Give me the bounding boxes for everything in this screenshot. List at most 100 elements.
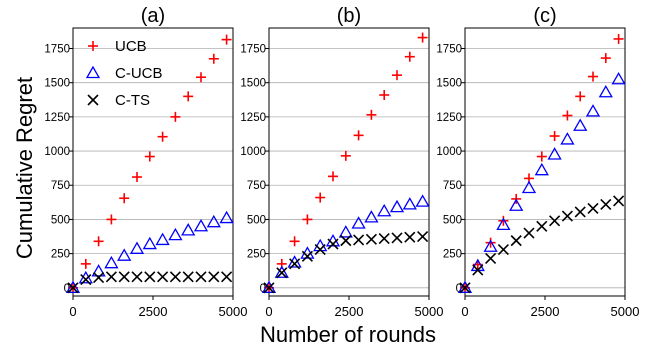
legend-label: UCB <box>115 38 147 55</box>
point-c-ts <box>497 243 509 256</box>
y-tick-label: 750 <box>51 180 70 192</box>
y-tick-label: 0 <box>260 283 266 295</box>
point-ucb <box>80 258 91 269</box>
y-tick-label: 250 <box>247 249 266 261</box>
y-tick-label: 1250 <box>44 112 70 124</box>
point-c-ucb <box>415 194 430 207</box>
panel-title: (a) <box>141 5 165 27</box>
y-tick-label: 1500 <box>44 78 70 90</box>
point-c-ts <box>80 274 92 286</box>
point-c-ucb <box>585 104 601 117</box>
point-c-ts <box>195 271 207 283</box>
point-c-ucb <box>274 265 289 278</box>
point-ucb <box>417 32 428 43</box>
point-c-ts <box>131 271 143 283</box>
figure-y-axis-label: Cumulative Regret <box>12 77 37 259</box>
x-tick-label: 5000 <box>415 304 444 319</box>
point-ucb <box>119 193 130 204</box>
point-ucb <box>93 236 104 247</box>
point-c-ucb <box>193 218 209 232</box>
x-tick-label: 2500 <box>139 304 168 319</box>
point-c-ts <box>510 235 522 247</box>
point-c-ts <box>587 202 599 215</box>
point-ucb <box>132 172 142 183</box>
point-ucb <box>404 51 415 62</box>
y-tick-label: 0 <box>456 283 462 295</box>
point-c-ts <box>327 238 339 250</box>
point-c-ucb <box>509 198 524 211</box>
point-c-ts <box>574 206 586 218</box>
point-ucb <box>498 215 509 226</box>
point-c-ts <box>523 227 535 239</box>
y-tick-label: 750 <box>247 180 266 192</box>
point-c-ucb <box>389 199 405 213</box>
point-ucb <box>392 70 402 81</box>
y-tick-label: 250 <box>51 249 70 261</box>
series-c-ts <box>263 230 429 294</box>
series-c-ts <box>459 195 625 294</box>
point-ucb <box>315 192 326 203</box>
point-c-ts <box>169 271 181 283</box>
point-c-ucb <box>547 147 562 160</box>
point-c-ts <box>417 230 429 243</box>
point-c-ucb <box>65 280 81 293</box>
point-c-ucb <box>129 241 145 254</box>
point-c-ucb <box>598 84 613 98</box>
point-c-ts <box>404 231 416 243</box>
legend: UCB C-UCB C-TS <box>85 38 163 109</box>
point-c-ts <box>549 215 561 227</box>
y-tick-label: 1250 <box>436 112 462 124</box>
point-ucb <box>328 171 338 182</box>
point-c-ts <box>289 258 301 270</box>
point-c-ucb <box>483 239 498 252</box>
point-c-ts <box>301 250 313 262</box>
y-tick-label: 1750 <box>44 44 70 56</box>
point-c-ts <box>263 282 275 294</box>
point-c-ts <box>378 233 390 245</box>
point-c-ucb <box>155 232 170 246</box>
point-c-ucb <box>560 132 575 145</box>
point-ucb <box>208 53 219 64</box>
y-tick-label: 1250 <box>240 112 266 124</box>
point-ucb <box>613 33 624 44</box>
panel-2: (b) 0 250 500 750 1000 1250 1500 1750 0 2500 5000 <box>240 5 443 319</box>
point-c-ucb <box>78 270 93 284</box>
point-ucb <box>221 34 232 45</box>
panel-title: (b) <box>337 5 361 27</box>
series-c-ucb <box>65 210 234 293</box>
y-tick-label: 1000 <box>240 146 266 158</box>
point-c-ts <box>472 264 484 276</box>
point-c-ucb <box>142 236 157 250</box>
point-c-ts <box>276 267 288 279</box>
point-c-ucb <box>496 217 511 231</box>
point-ucb <box>170 111 181 122</box>
y-tick-label: 250 <box>443 249 462 261</box>
legend-marker <box>88 41 98 51</box>
point-c-ts <box>536 220 548 232</box>
legend-label: C-UCB <box>115 65 163 82</box>
point-ucb <box>196 72 206 83</box>
figure-x-axis-label: Number of rounds <box>260 322 436 347</box>
point-c-ts <box>314 243 326 256</box>
point-ucb <box>575 91 586 102</box>
point-ucb <box>600 53 611 64</box>
point-c-ucb <box>377 203 392 217</box>
legend-entry-ucb: UCB <box>88 38 147 55</box>
point-ucb <box>379 90 390 100</box>
point-c-ts <box>182 271 194 283</box>
point-c-ucb <box>219 210 234 224</box>
series-c-ucb <box>457 71 626 293</box>
x-tick-label: 0 <box>461 304 468 319</box>
point-c-ucb <box>206 214 221 228</box>
point-c-ts <box>391 232 403 244</box>
point-c-ts <box>118 271 130 283</box>
point-c-ts <box>208 271 220 283</box>
point-c-ucb <box>402 197 417 210</box>
legend-label: C-TS <box>115 92 150 109</box>
point-c-ts <box>600 198 612 210</box>
point-c-ucb <box>521 180 537 194</box>
point-c-ts <box>105 271 117 283</box>
point-c-ts <box>144 271 156 283</box>
